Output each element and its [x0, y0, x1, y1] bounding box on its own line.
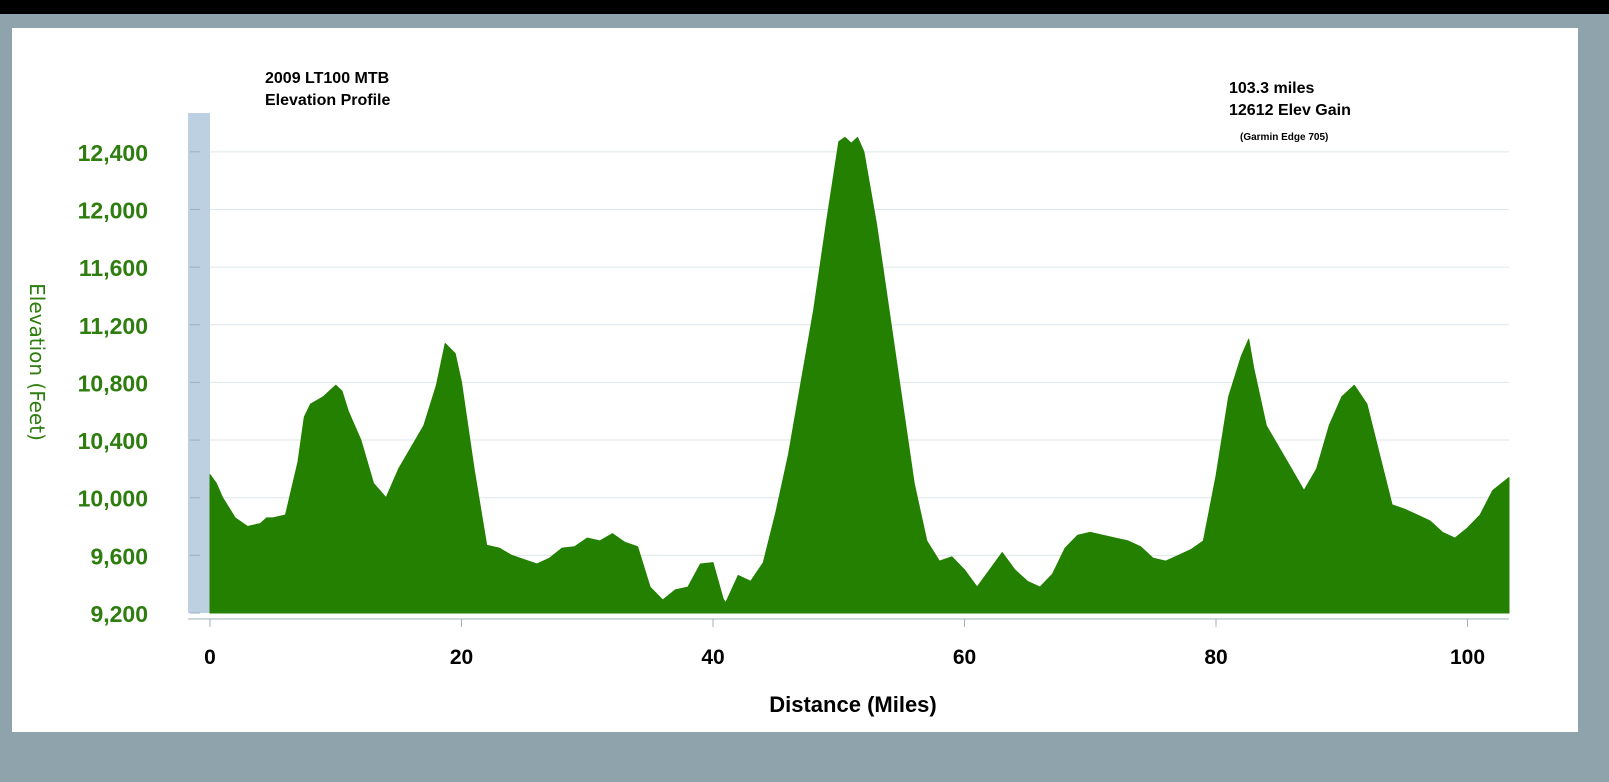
y-tick-label: 10,800: [78, 370, 148, 396]
elev-gain-stat: 12612 Elev Gain: [1229, 102, 1351, 119]
elevation-area: [209, 136, 1510, 614]
x-tick-label: 20: [450, 646, 473, 669]
x-tick-label: 80: [1204, 646, 1227, 669]
y-tick-label: 11,200: [79, 313, 148, 339]
chart-title-line2: Elevation Profile: [265, 92, 391, 109]
y-tick-label: 12,400: [78, 140, 148, 166]
chart-panel: [12, 28, 1578, 732]
device-note: (Garmin Edge 705): [1240, 132, 1329, 143]
x-axis-label: Distance (Miles): [769, 692, 937, 717]
y-tick-labels: 9,200 9,600 10,000 10,400 10,800 11,200 11,600…: [78, 140, 200, 627]
x-tick-label: 0: [204, 646, 216, 669]
area-layer: [209, 136, 1510, 614]
y-tick-label: 9,600: [90, 543, 148, 569]
y-tick-label: 10,400: [78, 428, 148, 454]
x-tick-label: 60: [953, 646, 976, 669]
y-tick-label: 12,000: [78, 197, 148, 223]
y-axis-band: [188, 113, 210, 613]
y-tick-label: 11,600: [79, 255, 148, 281]
chart-title-line1: 2009 LT100 MTB: [265, 70, 390, 87]
x-tick-label: 100: [1450, 646, 1485, 669]
distance-stat: 103.3 miles: [1229, 80, 1315, 97]
y-tick-label: 9,200: [90, 601, 148, 627]
x-tick-labels: 0 20 40 60 80 100: [188, 618, 1509, 669]
y-axis-label: Elevation (Feet): [25, 283, 49, 441]
x-tick-label: 40: [701, 646, 724, 669]
y-tick-label: 10,000: [78, 486, 148, 512]
